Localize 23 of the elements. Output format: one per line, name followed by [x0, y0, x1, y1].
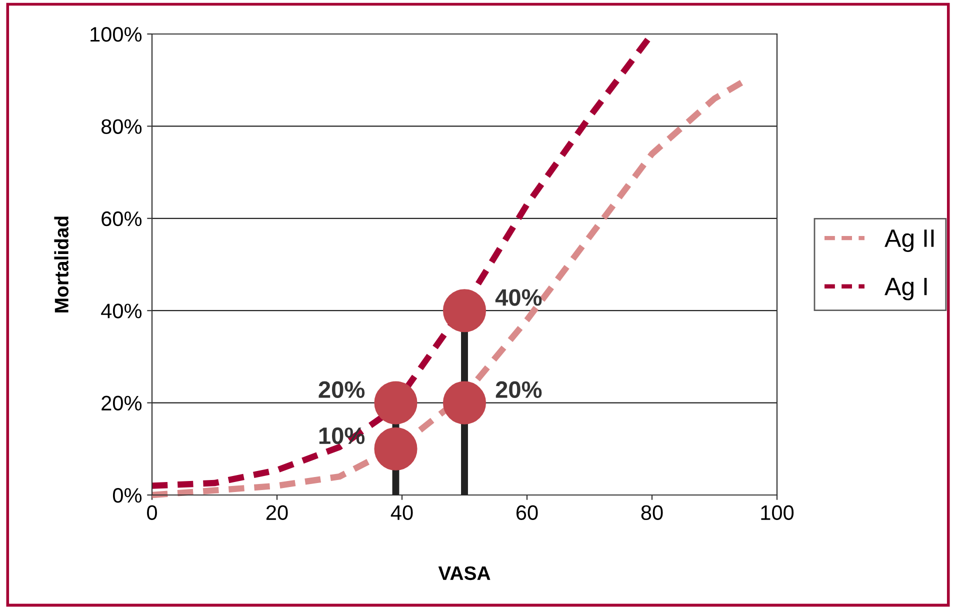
y-tick-label: 80% [101, 119, 142, 134]
point [374, 427, 418, 470]
x-tick-label: 40 [390, 505, 413, 520]
y-tick-label: 60% [102, 211, 142, 226]
x-axis-title: VASA [438, 566, 490, 580]
point [374, 381, 418, 424]
point [442, 381, 486, 424]
y-tick-label: 20% [102, 396, 142, 411]
legend-label: Ag II [884, 230, 934, 252]
data-label: 20% [318, 381, 365, 398]
y-tick-label: 0% [112, 488, 142, 503]
x-tick-label: 20 [266, 505, 288, 520]
x-tick-label: 0 [147, 505, 157, 520]
legend-label: Ag I [884, 278, 927, 300]
point [442, 289, 486, 332]
y-tick-label: 40% [101, 304, 142, 318]
data-label: 20% [496, 381, 542, 398]
y-axis-title: Mortalidad [54, 216, 68, 312]
y-tick-label: 100% [90, 27, 142, 42]
x-tick-label: 80 [641, 505, 663, 520]
x-tick-label: 60 [516, 505, 538, 520]
data-label: 40% [495, 289, 542, 306]
x-tick-label: 100 [761, 505, 794, 520]
